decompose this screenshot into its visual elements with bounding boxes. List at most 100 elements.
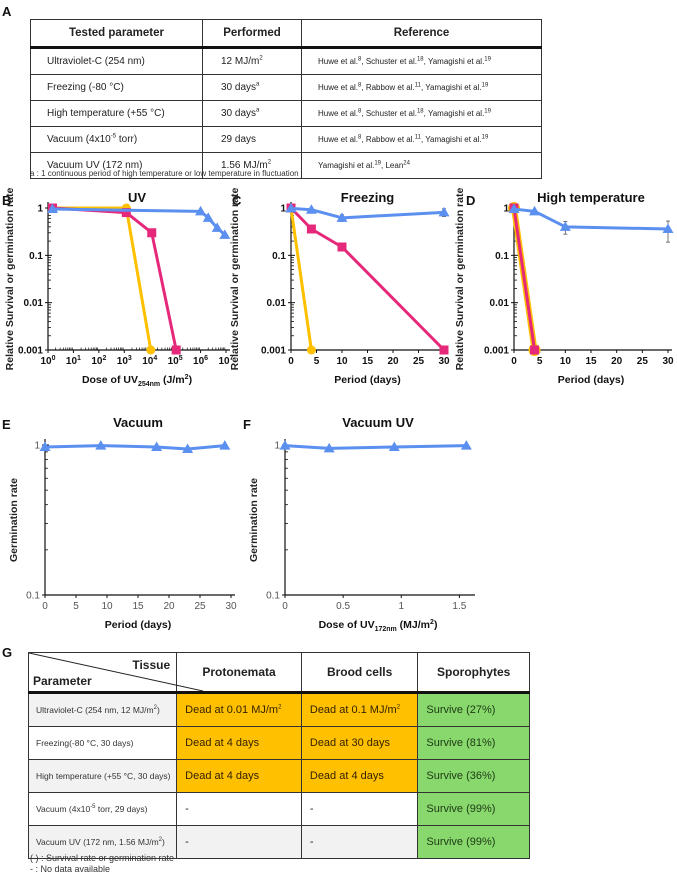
cell-parameter: High temperature (+55 °C, 30 days): [27, 759, 178, 793]
y-tick-label: 0.01: [267, 298, 287, 309]
param-sup: -5: [90, 804, 96, 811]
x-tick-base: 10: [218, 356, 230, 367]
x-tick-label: 107: [218, 355, 233, 367]
result-text: Dead at 4 days: [185, 737, 260, 749]
data-point: [530, 345, 540, 355]
reference-author: Huwe et al.: [318, 57, 359, 66]
legend-dash: - : No data available: [30, 864, 111, 874]
table-header-row: Tissue Parameter Protonemata Brood cells…: [27, 652, 530, 694]
data-point: [219, 229, 231, 239]
x-label-text: Dose of UV: [319, 619, 375, 631]
x-tick-exponent: 1: [77, 355, 81, 362]
cell-reference: Yamagishi et al.19, Lean24: [301, 152, 542, 179]
result-text: -: [185, 803, 189, 815]
x-tick-label: 105: [168, 355, 183, 367]
cell-reference: Huwe et al.8, Schuster et al.18, Yamagis…: [301, 47, 542, 75]
series-brood-cells: [286, 203, 449, 355]
x-tick-label: 102: [91, 355, 106, 367]
data-point: [306, 224, 316, 234]
x-axis-label: Dose of UV172nm (MJ/m2): [319, 619, 438, 633]
x-tick-label: 1: [398, 601, 404, 612]
series-line: [289, 207, 313, 351]
x-tick-label: 15: [585, 356, 597, 367]
data-point: [202, 212, 214, 222]
x-tick-label: 20: [163, 601, 175, 612]
cell-protonemata: -: [176, 825, 302, 859]
table-row: High temperature (+55 °C) 30 daysa Huwe et…: [30, 100, 542, 127]
data-point: [195, 205, 207, 216]
cell-parameter: Vacuum UV (172 nm, 1.56 MJ/m2): [27, 825, 178, 859]
param-sup: -5: [110, 133, 117, 140]
header-protonemata: Protonemata: [176, 652, 302, 694]
param-text: ): [156, 705, 160, 715]
y-tick-label: 0.1: [26, 591, 40, 602]
x-tick-exponent: 0: [52, 355, 56, 362]
param-text: Vacuum UV (172 nm, 1.56 MJ/m: [36, 837, 159, 847]
x-label-subscript: 254nm: [138, 381, 160, 388]
data-point: [147, 228, 157, 238]
param-sup: 2: [153, 705, 157, 712]
panel-label-a: A: [2, 4, 12, 19]
data-point: [662, 223, 674, 234]
x-tick-label: 0: [288, 356, 294, 367]
cell-reference: Huwe et al.8, Schuster et al.18, Yamagis…: [301, 100, 542, 127]
performed-value: 30 days: [221, 108, 257, 119]
x-tick-label: 25: [413, 356, 425, 367]
x-tick-label: 20: [387, 356, 399, 367]
y-axis-label: Relative Survival or germination rate: [4, 188, 16, 371]
cell-reference: Huwe et al.8, Rabbow et al.11, Yamagishi…: [301, 126, 542, 153]
data-point: [559, 221, 571, 231]
table-row: High temperature (+55 °C, 30 days) Dead a…: [27, 759, 530, 793]
cell-parameter: Vacuum (4x10-5 torr, 29 days): [27, 792, 178, 826]
cell-parameter: Vacuum UV (172 nm): [30, 152, 203, 179]
cell-brood-cells: Dead at 4 days: [300, 759, 419, 793]
corner-tissue-label: Tissue: [132, 658, 171, 672]
cell-parameter: Vacuum (4x10-5 torr): [30, 126, 203, 153]
data-point: [460, 440, 472, 450]
cell-brood-cells: -: [300, 792, 419, 826]
param-text: torr, 29 days): [95, 804, 148, 814]
reference-number: 11: [414, 82, 421, 89]
reference-author: Yamagishi et al.: [425, 135, 482, 144]
x-tick-label: 0: [511, 356, 517, 367]
cell-brood-cells: -: [300, 825, 419, 859]
series-brood-cells: [47, 203, 181, 355]
reference-author: Schuster et al.: [365, 57, 417, 66]
data-point: [323, 442, 335, 453]
x-tick-label: 104: [142, 355, 157, 367]
y-tick-label: 0.1: [266, 591, 280, 602]
cell-sporophytes: Survive (99%): [417, 792, 530, 826]
x-label-text: (MJ/m: [397, 619, 430, 631]
x-tick-label: 20: [611, 356, 623, 367]
cell-sporophytes: Survive (36%): [417, 759, 530, 793]
result-text: -: [309, 803, 314, 815]
tissue-survival-table: Tissue Parameter Protonemata Brood cells…: [27, 652, 530, 859]
x-axis-label: Period (days): [558, 374, 625, 386]
reference-number: 8: [358, 108, 362, 115]
table-row: Vacuum (4x10-5 torr, 29 days) - - Survive (…: [27, 792, 530, 826]
result-text: Dead at 0.1 MJ/m: [309, 704, 397, 716]
reference-author: Huwe et al.: [318, 83, 359, 92]
result-text: -: [309, 836, 314, 848]
series-sporophytes: [508, 203, 674, 243]
table-row: Ultraviolet-C (254 nm) 12 MJ/m2 Huwe et al…: [30, 47, 542, 75]
data-point: [219, 440, 231, 450]
chart-title: Vacuum: [113, 415, 163, 430]
x-tick-label: 0: [282, 601, 288, 612]
y-tick-label: 0.1: [495, 251, 509, 262]
y-tick-label: 0.1: [272, 251, 286, 262]
data-point: [306, 345, 316, 355]
data-point: [211, 222, 223, 232]
performed-value: 1.56 MJ/m: [221, 160, 268, 171]
x-tick-label: 103: [117, 355, 132, 367]
cell-parameter: Ultraviolet-C (254 nm, 12 MJ/m2): [27, 692, 178, 727]
param-text: Vacuum (4x10: [36, 804, 91, 814]
data-point: [508, 203, 520, 214]
table-header-row: Tested parameter Performed Reference: [30, 19, 542, 49]
reference-number: 8: [358, 82, 362, 89]
param-text: ): [162, 837, 165, 847]
x-tick-label: 5: [314, 356, 320, 367]
cell-performed: 30 daysa: [202, 100, 302, 127]
